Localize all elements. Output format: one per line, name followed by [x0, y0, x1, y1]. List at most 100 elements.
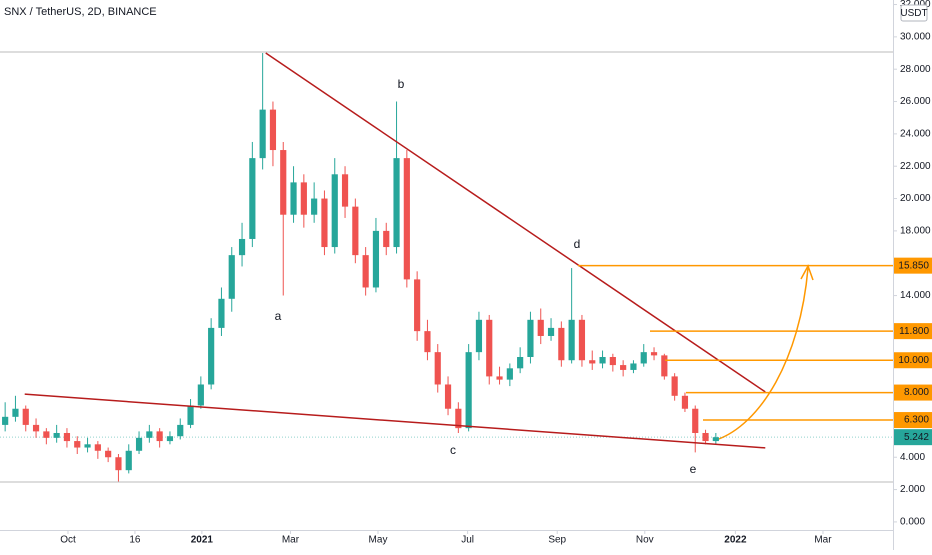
x-tick-label: Nov — [636, 535, 654, 546]
candle-body — [115, 457, 122, 471]
candle-body — [259, 109, 266, 159]
y-tick-label: 28.000 — [900, 64, 931, 75]
candle-body — [383, 230, 390, 248]
candle-body — [496, 376, 503, 380]
candle-body — [650, 352, 658, 356]
y-tick-label: 30.000 — [900, 32, 931, 43]
candle-body — [475, 319, 483, 353]
candle-body — [32, 424, 40, 432]
candle-body — [372, 230, 380, 288]
candle-body — [177, 424, 184, 437]
candle-body — [2, 416, 9, 425]
candle-body — [465, 352, 472, 429]
candle-body — [166, 436, 174, 442]
candle-body — [444, 384, 452, 409]
y-tick-label: 24.000 — [900, 129, 931, 140]
candle-body — [434, 352, 441, 385]
candle-body — [609, 356, 616, 366]
candle-body — [12, 408, 19, 417]
candle-body — [238, 238, 246, 256]
level-box — [894, 257, 932, 274]
y-tick-label: 4.000 — [900, 452, 925, 463]
candle-body — [249, 158, 256, 239]
candle-body — [455, 408, 462, 429]
candle-body — [321, 198, 328, 248]
level-box — [894, 323, 932, 340]
candle-body — [424, 331, 431, 353]
level-box — [894, 352, 932, 369]
candle-body — [53, 432, 60, 438]
candle-body — [269, 109, 277, 151]
wave-label: c — [450, 443, 456, 457]
candle-body — [681, 395, 689, 409]
currency-box — [900, 4, 928, 22]
candle-body — [228, 255, 235, 299]
candle-body — [712, 437, 719, 442]
level-label: 8.000 — [904, 387, 929, 398]
candle-body — [105, 450, 112, 458]
trendline — [24, 393, 766, 449]
last-price-label: 5.242 — [904, 432, 929, 443]
candle-body — [94, 444, 101, 451]
x-tick-label: Mar — [282, 535, 300, 546]
level-label: 6.300 — [904, 415, 929, 426]
candle-body — [661, 355, 668, 377]
x-tick-label: Oct — [60, 535, 76, 546]
wave-label: b — [398, 77, 405, 91]
candle-body — [208, 327, 215, 385]
y-tick-label: 14.000 — [900, 290, 931, 301]
candle-body — [43, 431, 50, 438]
candle-body — [589, 360, 596, 364]
x-tick-label: Jul — [461, 535, 474, 546]
level-label: 10.000 — [898, 355, 929, 366]
level-box — [894, 384, 932, 401]
x-tick-label: 16 — [129, 535, 141, 546]
candle-body — [578, 319, 586, 361]
candle-body — [341, 174, 349, 207]
candle-body — [547, 327, 555, 336]
x-tick-label: May — [369, 535, 388, 546]
y-tick-label: 20.000 — [900, 193, 931, 204]
candle-body — [331, 174, 338, 248]
candle-body — [290, 182, 297, 215]
candle-body — [84, 444, 91, 448]
wave-label: e — [690, 462, 697, 476]
wave-label: d — [574, 237, 581, 251]
candle-body — [671, 376, 678, 396]
candle-body — [22, 408, 29, 425]
x-tick-label: 2021 — [191, 535, 214, 546]
candle-body — [517, 356, 524, 369]
y-tick-label: 22.000 — [900, 161, 931, 172]
x-tick-label: 2022 — [724, 535, 747, 546]
trendline — [265, 52, 766, 393]
candle-body — [125, 450, 132, 471]
candle-body — [218, 298, 225, 328]
candle-body — [393, 158, 400, 248]
candle-body — [300, 182, 307, 215]
projection-arrow — [715, 267, 809, 441]
chart-title: SNX / TetherUS, 2D, BINANCE — [4, 6, 157, 18]
candle-body — [197, 384, 204, 406]
level-box — [894, 412, 932, 429]
candle-body — [537, 319, 544, 336]
wave-label: a — [275, 309, 282, 323]
y-tick-label: 26.000 — [900, 96, 931, 107]
candle-body — [702, 432, 709, 442]
candle-body — [506, 368, 513, 380]
candle-body — [568, 319, 575, 361]
candle-body — [362, 255, 369, 288]
candle-body — [486, 319, 493, 377]
candle-body — [692, 408, 699, 433]
candle-body — [311, 198, 318, 215]
candle-body — [414, 279, 421, 332]
candle-body — [620, 365, 627, 370]
candle-body — [352, 206, 359, 256]
candle-body — [403, 158, 410, 280]
x-tick-label: Sep — [548, 535, 566, 546]
candle-body — [280, 150, 287, 215]
candle-body — [599, 356, 606, 364]
candle-body — [640, 352, 647, 364]
y-tick-label: 2.000 — [900, 484, 925, 495]
candle-body — [187, 405, 194, 425]
